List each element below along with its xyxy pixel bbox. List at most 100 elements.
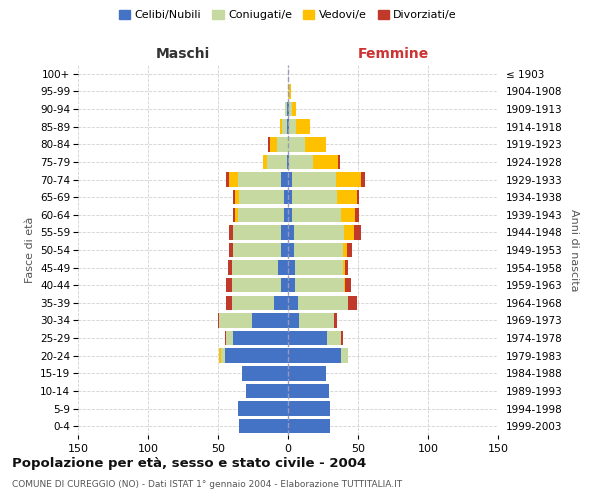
Bar <box>346 278 351 292</box>
Bar <box>287 154 288 169</box>
Bar <box>233 208 235 222</box>
Bar <box>225 348 288 363</box>
Bar <box>305 137 326 152</box>
Bar <box>298 296 348 310</box>
Bar <box>327 331 341 345</box>
Bar <box>313 154 338 169</box>
Bar <box>335 172 361 186</box>
Bar <box>288 208 292 222</box>
Bar <box>246 384 288 398</box>
Bar <box>337 190 356 204</box>
Bar <box>281 278 288 292</box>
Bar <box>288 331 327 345</box>
Bar <box>288 296 298 310</box>
Bar <box>288 225 293 240</box>
Bar <box>239 190 284 204</box>
Bar <box>292 172 335 186</box>
Text: Femmine: Femmine <box>358 48 428 62</box>
Bar <box>355 208 359 222</box>
Bar <box>334 314 337 328</box>
Bar <box>292 190 337 204</box>
Bar <box>235 190 239 204</box>
Y-axis label: Anni di nascita: Anni di nascita <box>569 209 579 291</box>
Bar <box>285 102 287 117</box>
Bar <box>341 348 348 363</box>
Bar <box>338 154 340 169</box>
Bar <box>235 208 238 222</box>
Bar <box>288 120 289 134</box>
Legend: Celibi/Nubili, Coniugati/e, Vedovi/e, Divorziati/e: Celibi/Nubili, Coniugati/e, Vedovi/e, Di… <box>115 6 461 25</box>
Bar <box>288 190 292 204</box>
Text: COMUNE DI CUREGGIO (NO) - Dati ISTAT 1° gennaio 2004 - Elaborazione TUTTITALIA.I: COMUNE DI CUREGGIO (NO) - Dati ISTAT 1° … <box>12 480 402 489</box>
Bar <box>344 278 346 292</box>
Bar <box>343 243 347 257</box>
Bar <box>221 348 225 363</box>
Bar <box>281 225 288 240</box>
Bar <box>233 225 281 240</box>
Bar <box>288 243 293 257</box>
Bar <box>348 296 356 310</box>
Bar <box>220 314 251 328</box>
Text: Popolazione per età, sesso e stato civile - 2004: Popolazione per età, sesso e stato civil… <box>12 458 366 470</box>
Bar <box>229 243 233 257</box>
Bar <box>288 154 289 169</box>
Bar <box>232 260 278 275</box>
Bar <box>228 260 232 275</box>
Bar <box>226 278 232 292</box>
Bar <box>288 102 289 117</box>
Bar <box>284 208 288 222</box>
Bar <box>233 243 281 257</box>
Bar <box>284 190 288 204</box>
Bar <box>226 331 233 345</box>
Bar <box>281 243 288 257</box>
Y-axis label: Fasce di età: Fasce di età <box>25 217 35 283</box>
Bar <box>288 384 329 398</box>
Bar <box>296 120 310 134</box>
Bar <box>287 120 288 134</box>
Bar <box>229 225 233 240</box>
Bar <box>288 314 299 328</box>
Bar <box>343 260 346 275</box>
Bar <box>289 120 296 134</box>
Bar <box>233 190 235 204</box>
Bar <box>288 278 295 292</box>
Bar <box>341 331 343 345</box>
Bar <box>232 296 274 310</box>
Bar <box>233 331 288 345</box>
Bar <box>292 208 341 222</box>
Bar <box>299 314 334 328</box>
Bar <box>289 102 292 117</box>
Bar <box>251 314 288 328</box>
Bar <box>238 402 288 416</box>
Bar <box>289 154 313 169</box>
Bar <box>238 208 284 222</box>
Bar <box>295 278 344 292</box>
Bar <box>280 120 283 134</box>
Bar <box>277 137 288 152</box>
Bar <box>288 348 341 363</box>
Bar <box>361 172 365 186</box>
Bar <box>226 172 229 186</box>
Bar <box>281 172 288 186</box>
Bar <box>288 402 330 416</box>
Bar <box>347 243 352 257</box>
Bar <box>283 120 287 134</box>
Bar <box>341 208 355 222</box>
Bar <box>263 154 267 169</box>
Bar <box>225 331 226 345</box>
Bar <box>295 260 343 275</box>
Bar <box>287 102 288 117</box>
Bar <box>278 260 288 275</box>
Bar <box>242 366 288 380</box>
Bar <box>218 314 220 328</box>
Bar <box>356 190 359 204</box>
Bar <box>354 225 361 240</box>
Bar <box>292 102 296 117</box>
Bar <box>288 172 292 186</box>
Bar <box>270 137 277 152</box>
Bar <box>288 137 305 152</box>
Bar <box>229 172 238 186</box>
Bar <box>288 366 326 380</box>
Bar <box>238 172 281 186</box>
Bar <box>293 225 344 240</box>
